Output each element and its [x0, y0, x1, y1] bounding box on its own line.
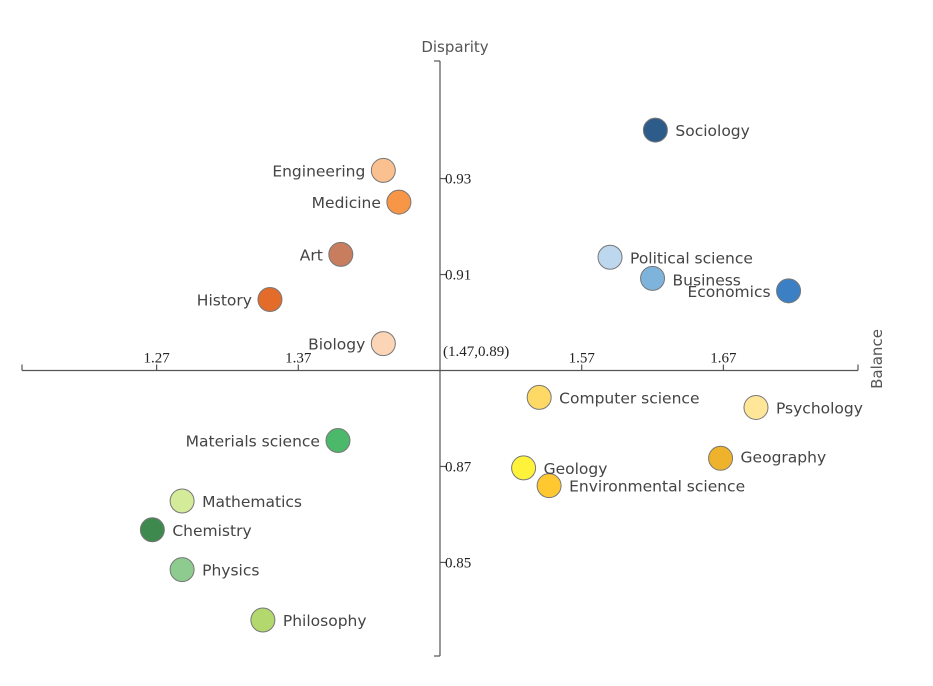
point-label-psychology: Psychology [776, 399, 863, 417]
point-business [640, 265, 666, 291]
point-materials-science [325, 428, 351, 454]
point-label-sociology: Sociology [675, 122, 749, 140]
point-geography [708, 445, 734, 471]
y-tick-label: 0.85 [445, 555, 471, 571]
point-mathematics [169, 488, 195, 514]
point-label-geography: Geography [741, 448, 827, 466]
axes: 1.27 1.37 1.57 1.67 0.93 0.91 0.87 0.85 [21, 60, 859, 657]
point-label-computer-science: Computer science [559, 389, 699, 407]
point-medicine [386, 189, 412, 215]
point-sociology [642, 117, 668, 143]
point-history [257, 286, 283, 312]
point-label-biology: Biology [308, 336, 365, 354]
point-art [328, 241, 354, 267]
point-label-economics: Economics [687, 283, 770, 301]
point-label-environmental-science: Environmental science [569, 478, 745, 496]
x-tick-label: 1.37 [285, 350, 312, 366]
point-label-materials-science: Materials science [186, 433, 320, 451]
point-chemistry [139, 517, 165, 543]
point-psychology [743, 394, 769, 420]
point-label-philosophy: Philosophy [283, 612, 367, 630]
point-biology [370, 331, 396, 357]
point-label-history: History [197, 291, 252, 309]
point-label-medicine: Medicine [312, 194, 381, 212]
point-label-physics: Physics [202, 562, 259, 580]
point-label-business: Business [673, 271, 741, 289]
point-label-engineering: Engineering [272, 162, 365, 180]
y-tick-label: 0.87 [445, 459, 472, 475]
point-philosophy [250, 607, 276, 633]
point-label-geology: Geology [544, 460, 608, 478]
x-axis-title: Balance [868, 329, 886, 389]
point-label-art: Art [300, 246, 323, 264]
x-tick-label: 1.67 [710, 350, 737, 366]
point-political-science [597, 244, 623, 270]
x-tick-label: 1.57 [569, 350, 596, 366]
y-axis-title: Disparity [421, 38, 488, 56]
point-labels: Sociology Engineering Medicine Art Political… [172, 122, 863, 630]
point-geology [511, 455, 537, 481]
point-engineering [370, 157, 396, 183]
point-computer-science [526, 384, 552, 410]
point-economics [776, 278, 802, 304]
point-label-chemistry: Chemistry [172, 522, 251, 540]
point-physics [169, 557, 195, 583]
y-tick-label: 0.93 [445, 172, 471, 188]
y-tick-label: 0.91 [445, 268, 471, 284]
point-label-political-science: Political science [630, 249, 753, 267]
data-points [139, 117, 802, 633]
origin-label: (1.47,0.89) [443, 344, 509, 360]
x-tick-label: 1.27 [143, 350, 170, 366]
point-label-mathematics: Mathematics [202, 493, 302, 511]
point-environmental-science [536, 473, 562, 499]
